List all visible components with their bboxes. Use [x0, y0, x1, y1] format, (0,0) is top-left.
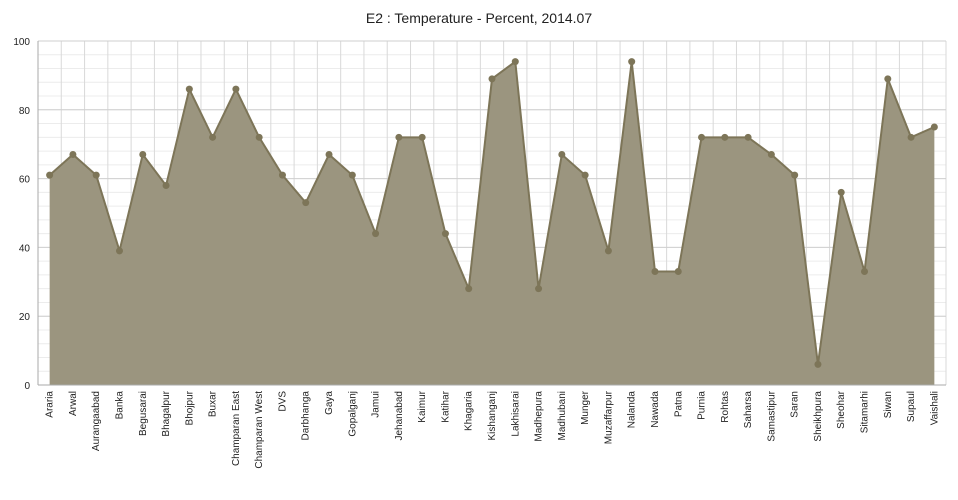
x-tick-label: Sheikhpura — [813, 391, 824, 442]
data-point — [512, 58, 519, 65]
data-point — [745, 134, 752, 141]
data-point — [884, 75, 891, 82]
x-tick-label: Bhojpur — [184, 390, 195, 425]
x-tick-label: Sheohar — [836, 390, 847, 428]
data-point — [302, 199, 309, 206]
data-point — [209, 134, 216, 141]
y-tick-label: 100 — [13, 37, 30, 48]
x-tick-label: Banka — [114, 391, 125, 420]
x-tick-label: Siwan — [883, 391, 894, 418]
data-point — [69, 151, 76, 158]
data-point — [116, 247, 123, 254]
x-tick-label: Katihar — [440, 390, 451, 422]
data-point — [372, 230, 379, 237]
x-tick-label: Samastipur — [766, 390, 777, 441]
data-point — [698, 134, 705, 141]
data-point — [535, 285, 542, 292]
data-point — [163, 182, 170, 189]
data-point — [186, 86, 193, 93]
data-point — [139, 151, 146, 158]
x-tick-label: Sitamarhi — [860, 391, 871, 433]
y-tick-label: 40 — [19, 243, 31, 254]
x-tick-label: Kaimur — [417, 390, 428, 422]
y-tick-label: 20 — [19, 312, 31, 323]
x-tick-label: Saharsa — [743, 391, 754, 429]
x-tick-label: DVS — [277, 391, 288, 412]
data-point — [419, 134, 426, 141]
x-tick-label: Araria — [45, 391, 56, 418]
x-tick-label: Gopalganj — [347, 391, 358, 437]
x-tick-label: Madhubani — [557, 391, 568, 440]
x-tick-label: Nawada — [650, 391, 661, 428]
data-point — [326, 151, 333, 158]
data-point — [93, 172, 100, 179]
x-tick-label: Madhepura — [534, 391, 545, 442]
x-tick-label: Vaishali — [929, 391, 940, 425]
data-point — [908, 134, 915, 141]
data-point — [349, 172, 356, 179]
x-tick-label: Supaul — [906, 391, 917, 422]
y-tick-label: 60 — [19, 175, 31, 186]
data-point — [861, 268, 868, 275]
x-tick-label: Munger — [580, 390, 591, 425]
x-tick-label: Nalanda — [627, 391, 638, 429]
data-point — [465, 285, 472, 292]
data-point — [814, 361, 821, 368]
x-tick-label: Arwal — [68, 391, 79, 416]
x-tick-label: Patna — [673, 391, 684, 418]
data-point — [279, 172, 286, 179]
data-point — [651, 268, 658, 275]
data-point — [721, 134, 728, 141]
data-point — [931, 124, 938, 131]
data-point — [675, 268, 682, 275]
data-point — [582, 172, 589, 179]
data-point — [605, 247, 612, 254]
data-point — [232, 86, 239, 93]
data-point — [395, 134, 402, 141]
data-point — [791, 172, 798, 179]
x-tick-label: Rohtas — [720, 391, 731, 423]
y-tick-label: 80 — [19, 106, 31, 117]
x-tick-label: Buxar — [208, 390, 219, 417]
y-tick-label: 0 — [24, 381, 30, 392]
data-point — [768, 151, 775, 158]
data-point — [442, 230, 449, 237]
x-tick-label: Jamui — [371, 391, 382, 418]
data-point — [838, 189, 845, 196]
x-tick-label: Jehanabad — [394, 391, 405, 441]
x-tick-label: Begusarai — [138, 391, 149, 436]
x-tick-label: Gaya — [324, 391, 335, 415]
data-point — [558, 151, 565, 158]
data-point — [628, 58, 635, 65]
x-tick-label: Purnia — [697, 391, 708, 420]
x-tick-label: Lakhisarai — [510, 391, 521, 437]
x-tick-label: Saran — [790, 391, 801, 418]
x-tick-label: Muzaffarpur — [603, 390, 614, 444]
data-point — [46, 172, 53, 179]
x-tick-label: Champaran West — [254, 391, 265, 469]
data-point — [256, 134, 263, 141]
x-tick-label: Champaran East — [231, 391, 242, 466]
x-tick-label: Kishanganj — [487, 391, 498, 440]
x-tick-label: Khagaria — [464, 391, 475, 431]
x-tick-label: Aurangaabad — [91, 391, 102, 451]
x-tick-label: Darbhanga — [301, 391, 312, 441]
data-point — [489, 75, 496, 82]
x-tick-label: Bhagalpur — [161, 390, 172, 436]
